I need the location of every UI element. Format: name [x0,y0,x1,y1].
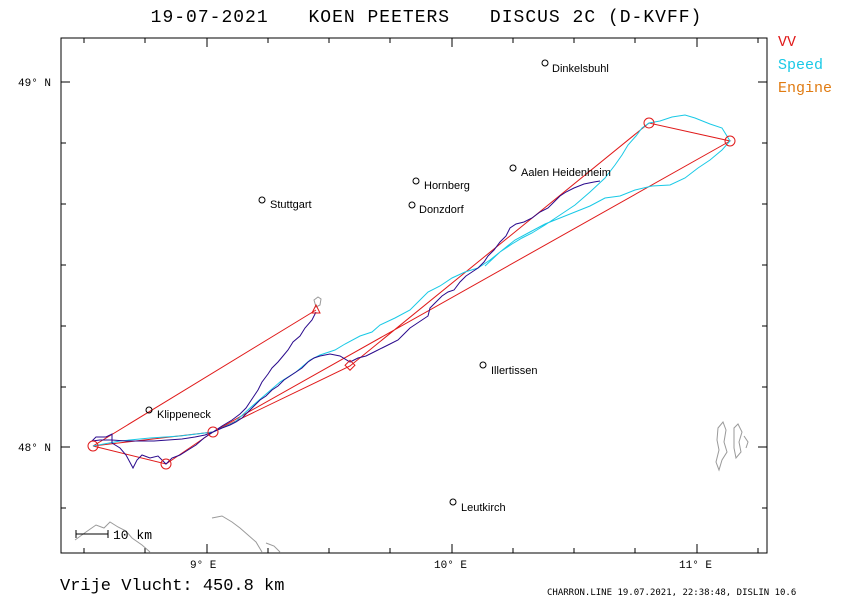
distance-value: 450.8 km [202,577,285,596]
map-frame [60,37,768,554]
place-label-illertissen: Illertissen [491,365,537,377]
place-marker-hornberg [412,177,420,185]
finish-triangle-marker [311,303,321,314]
lat-label-48: 48° N [18,443,51,455]
lon-label-10: 10° E [434,560,467,572]
place-label-hornberg: Hornberg [424,180,470,192]
turnpoint-marker [160,458,172,470]
place-marker-illertissen [479,361,487,369]
place-marker-klippeneck [145,406,153,414]
legend-vv: VV [778,34,797,51]
lon-label-11: 11° E [679,560,712,572]
legend-speed: Speed [778,57,824,74]
place-marker-aalen [509,164,517,172]
lat-label-49: 49° N [18,78,51,90]
place-label-leutkirch: Leutkirch [461,502,506,514]
turnpoint-markers [87,117,736,470]
lon-ticks [83,38,759,553]
terrain-outlines [74,296,749,553]
track-outbound [92,114,731,447]
lon-label-9: 9° E [190,560,217,572]
turnpoint-start-marker [87,440,99,452]
lat-ticks [61,81,767,509]
distance-label: Vrije Vlucht: [60,577,193,596]
scale-bar [75,530,109,538]
place-label-aalen: Aalen Heidenheim [521,167,611,179]
place-marker-stuttgart [258,196,266,204]
place-marker-leutkirch [449,498,457,506]
flight-date: 19-07-2021 [150,8,269,28]
turnpoint-marker [724,135,736,147]
scale-bar-label: 10 km [113,528,152,543]
place-label-donzdorf: Donzdorf [419,204,465,216]
start-diamond-marker [344,359,356,371]
legend-engine: Engine [778,80,833,97]
place-label-stuttgart: Stuttgart [270,199,312,211]
place-markers [145,59,549,506]
track-main [90,180,601,470]
credits-line: CHARRON.LINE 19.07.2021, 22:38:48, DISLI… [547,588,797,598]
glider-name: DISCUS 2C (D-KVFF) [489,8,703,28]
pilot-name: KOEN PEETERS [308,8,451,28]
place-label-klippeneck: Klippeneck [157,409,211,421]
place-label-dinkelsbuhl: Dinkelsbuhl [552,63,609,75]
turnpoint-marker [643,117,655,129]
turnpoint-marker [207,426,219,438]
place-marker-donzdorf [408,201,416,209]
map-title: 19-07-2021 KOEN PEETERS DISCUS 2C (D-KVF… [0,8,853,28]
distance-summary: Vrije Vlucht: 450.8 km [60,577,284,596]
place-marker-dinkelsbuhl [541,59,549,67]
